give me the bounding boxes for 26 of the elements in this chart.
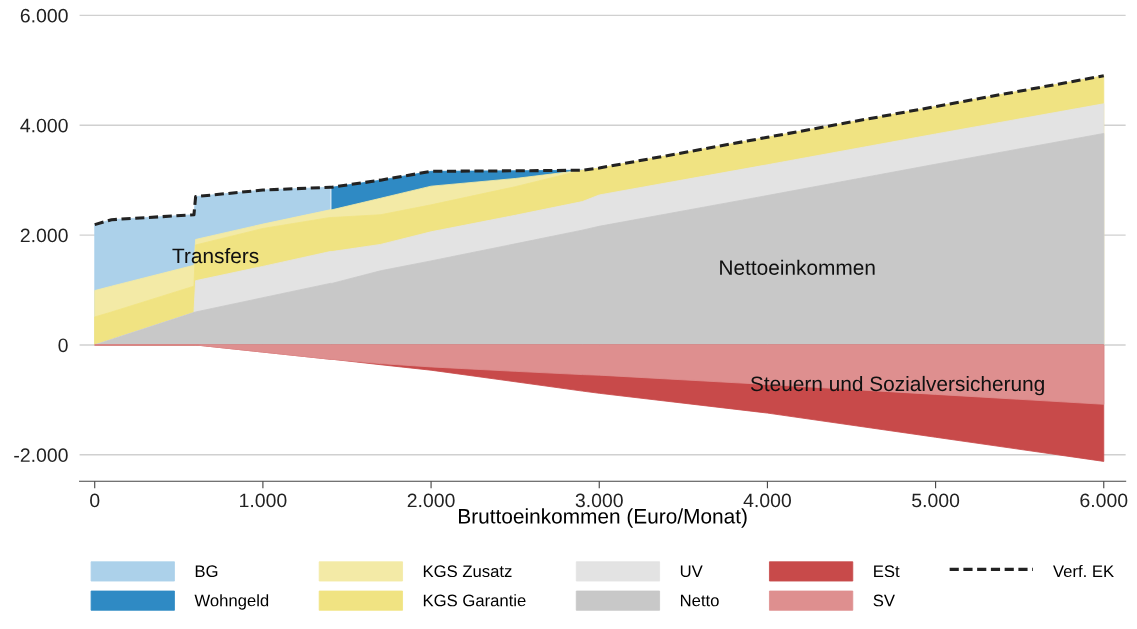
x-tick-label: 0: [90, 493, 100, 508]
annotation: Nettoeinkommen: [720, 259, 875, 275]
x-tick-label: 1.000: [240, 493, 287, 508]
y-tick-label: 2.000: [20, 228, 68, 243]
legend-label: BG: [195, 565, 218, 578]
x-tick-label: 4.000: [743, 493, 791, 508]
annotation: Steuern und Sozialversicherung: [750, 375, 1044, 396]
legend-label: KGS Garantie: [423, 594, 526, 607]
y-tick-label: -2.000: [14, 448, 68, 463]
legend-label: Netto: [680, 594, 719, 607]
legend-label: KGS Zusatz: [423, 565, 512, 578]
legend-label: Verf. EK: [1053, 564, 1114, 578]
y-tick-label: 4.000: [20, 118, 68, 133]
legend-label: ESt: [874, 565, 900, 578]
y-tick-label: 6.000: [20, 8, 68, 23]
x-tick-label: 2.000: [407, 493, 455, 508]
x-axis-title: Bruttoeinkommen (Euro/Monat): [459, 508, 747, 528]
y-tick-label: 0: [58, 338, 68, 353]
x-tick-label: 5.000: [912, 493, 960, 508]
legend-label: Wohngeld: [194, 594, 269, 610]
x-tick-label: 3.000: [575, 493, 623, 508]
annotation: Transfers: [172, 247, 259, 264]
legend-label: UV: [680, 565, 703, 578]
line-series: [93, 74, 1106, 227]
legend-label: SV: [873, 594, 895, 607]
x-tick-label: 6.000: [1080, 493, 1128, 508]
